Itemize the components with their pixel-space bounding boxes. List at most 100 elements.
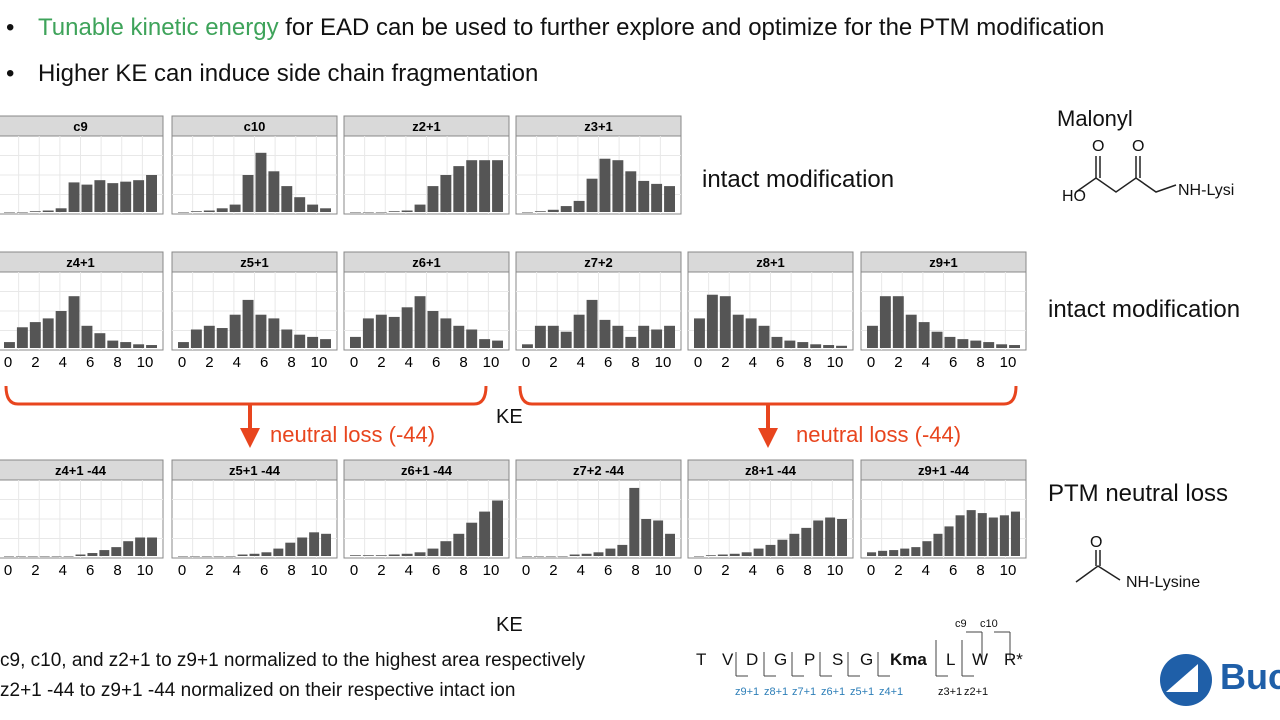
bar [638, 325, 650, 348]
acetyl-nh-lysine: NH-Lysine [1126, 574, 1201, 591]
panel-z4+1: z4+1 0 2 4 6 8 10 [0, 251, 164, 371]
sequence-residue: Kma [890, 650, 927, 669]
panel-title: z4+1 [66, 255, 95, 270]
bar [135, 537, 146, 556]
panel-title: z7+2 -44 [573, 463, 625, 478]
bar [99, 550, 110, 556]
x-tick-label: 0 [4, 562, 12, 579]
panel-z2+1: z2+1 [343, 115, 510, 215]
bar [261, 552, 272, 556]
x-tick-label: 2 [721, 562, 729, 579]
bar [466, 160, 478, 212]
x-tick-label: 6 [604, 562, 612, 579]
bar [297, 537, 308, 556]
bar [801, 527, 812, 556]
bar [255, 314, 267, 348]
bar [694, 318, 705, 348]
z-fragment-label: z8+1 [764, 686, 789, 698]
panel-z5+1: z5+1 0 2 4 6 8 10 [171, 251, 338, 371]
bar [641, 519, 652, 556]
bar [268, 318, 280, 348]
footnote-2: z2+1 -44 to z9+1 -44 normalized on their… [0, 680, 516, 701]
panel-c9: c9 [0, 115, 164, 215]
x-tick-label: 6 [260, 354, 268, 371]
ke-axis-label-2: KE [496, 614, 523, 636]
x-tick-label: 6 [604, 354, 612, 371]
bar [68, 296, 80, 348]
panel-title: z5+1 [240, 255, 269, 270]
bar [29, 211, 41, 212]
bar [638, 180, 650, 212]
bar [4, 556, 14, 557]
x-tick-label: 2 [377, 354, 385, 371]
bar [605, 548, 616, 556]
bar [285, 542, 296, 556]
bar [309, 532, 320, 556]
bar [94, 180, 106, 212]
bar [42, 318, 54, 348]
bar [625, 171, 637, 212]
bar [753, 548, 764, 556]
x-tick-label: 4 [59, 562, 67, 579]
x-tick-label: 4 [577, 354, 585, 371]
bar [453, 325, 465, 348]
x-tick-label: 4 [749, 562, 757, 579]
panel-c10: c10 [171, 115, 338, 215]
bar [988, 517, 998, 556]
bullet-1-text: for EAD can be used to further explore a… [278, 14, 1105, 41]
x-tick-label: 6 [776, 562, 784, 579]
bar [229, 204, 241, 212]
x-tick-label: 10 [137, 562, 154, 579]
x-tick-label: 4 [59, 354, 67, 371]
bar [729, 553, 740, 556]
bar [4, 212, 15, 213]
x-tick-label: 6 [949, 354, 957, 371]
bar [957, 339, 969, 348]
bar [593, 552, 604, 556]
bar [867, 552, 877, 556]
bar [190, 329, 202, 348]
x-tick-label: 4 [233, 562, 241, 579]
x-tick-label: 8 [803, 562, 811, 579]
z-fragment-label: z5+1 [850, 686, 875, 698]
bar [350, 555, 361, 556]
bar [440, 541, 452, 556]
bar [977, 513, 987, 556]
bar [294, 334, 306, 348]
sequence-residue: R* [1004, 650, 1023, 669]
bar [918, 322, 930, 348]
bar [719, 296, 731, 348]
bar [522, 556, 532, 557]
bullet-1: • Tunable kinetic energy for EAD can be u… [6, 14, 1104, 42]
bullet-2-text: Higher KE can induce side chain fragment… [38, 60, 539, 87]
bar [55, 311, 67, 348]
z-fragment-label: z4+1 [879, 686, 904, 698]
x-tick-label: 4 [922, 562, 930, 579]
bar [599, 319, 611, 348]
c-fragment-label: c10 [980, 618, 998, 630]
panel-title: c10 [244, 119, 266, 134]
malonyl-o-left: O [1092, 138, 1105, 155]
panel-z9+1: z9+1 0 2 4 6 8 10 [860, 251, 1027, 371]
sequence-residue: G [860, 650, 874, 669]
bar [427, 311, 439, 348]
bar [625, 336, 637, 348]
bar [201, 556, 212, 557]
bar [123, 541, 134, 556]
x-tick-label: 6 [86, 562, 94, 579]
bar [146, 345, 157, 348]
bar [388, 554, 400, 556]
bar [777, 539, 788, 556]
x-tick-label: 2 [31, 354, 39, 371]
bar [107, 340, 119, 348]
x-tick-label: 0 [867, 354, 875, 371]
sequence-residue: D [746, 650, 759, 669]
bullet-marker: • [6, 60, 15, 87]
bar [51, 556, 62, 557]
x-tick-label: 6 [86, 354, 94, 371]
z-fragment-label: z3+1 [938, 686, 963, 698]
bar [492, 340, 503, 348]
malonyl-nh-lysine: NH-Lysi [1178, 182, 1235, 199]
bar [944, 336, 956, 348]
row1-label: intact modification [702, 166, 895, 193]
